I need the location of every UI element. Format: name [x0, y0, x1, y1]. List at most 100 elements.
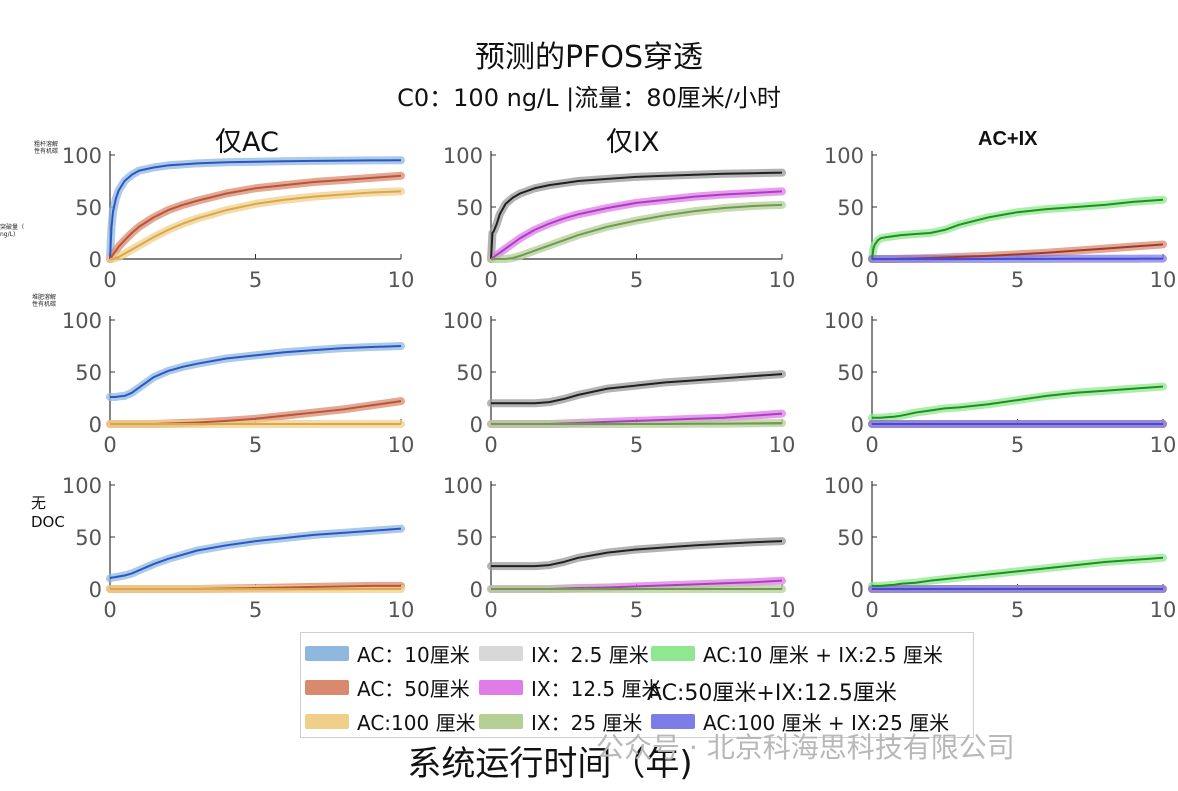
- panel-r0c0-series-2-band: [106, 187, 405, 263]
- panel-r1c1-x-tick-label: 0: [484, 433, 497, 457]
- panel-r1c1-y-tick-label: 0: [470, 413, 483, 437]
- legend-label: AC:100 厘米 + IX:25 厘米: [703, 711, 950, 735]
- panel-r2c2-y-tick-label: 50: [837, 526, 864, 550]
- panel-r2c1-x-tick-label: 0: [484, 598, 497, 622]
- panel-r2c0-y-tick-label: 50: [75, 526, 102, 550]
- panel-r1c2-y-tick-label: 0: [851, 413, 864, 437]
- column-title-ac-plus-ix: AC+IX: [978, 128, 1038, 150]
- legend-item-ix-25: IX：25 厘米: [479, 707, 642, 736]
- panel-r2c0-x-tick-label: 5: [249, 598, 262, 622]
- panel-r2c0-series-0-band: [106, 524, 405, 583]
- legend-swatch: [651, 714, 695, 729]
- x-axis-label: 系统运行时间（年): [407, 744, 693, 784]
- panel-r0c0-series-1-line: [109, 174, 402, 260]
- panel-r1c2-x-tick-label: 5: [1011, 433, 1024, 457]
- panel-r0c2-y-tick-label: 50: [837, 196, 864, 220]
- panel-r2c2-series-0-line: [872, 556, 1164, 587]
- panel-r1c1-series-2-line: [491, 421, 783, 425]
- legend-label: IX：2.5 厘米: [531, 643, 649, 667]
- panel-r2c2-x-tick-label: 5: [1011, 598, 1024, 622]
- panel-r1c0-y-tick-label: 50: [75, 361, 102, 385]
- panel-r0c0-x-tick-label: 5: [249, 268, 262, 292]
- legend-label: AC:10 厘米 + IX:2.5 厘米: [703, 643, 943, 667]
- panel-r0c1-x-tick-label: 0: [484, 268, 497, 292]
- panel-r0c0-y-tick-label: 0: [89, 248, 102, 272]
- panel-r2c1-series-0-band: [487, 537, 786, 571]
- panel-r1c1-y-tick-label: 50: [456, 361, 483, 385]
- panel-r2c0-y-tick-label: 100: [62, 474, 102, 498]
- legend-label: AC:50厘米+IX:12.5厘米: [647, 681, 897, 706]
- panel-r2c2-y-tick-label: 0: [851, 578, 864, 602]
- legend-swatch: [305, 680, 349, 695]
- panel-r1c1-x-tick-label: 10: [769, 433, 796, 457]
- panel-r0c0-y-tick-label: 100: [62, 144, 102, 168]
- panel-r2c0-series-0-line: [109, 527, 402, 580]
- legend-item-ac100-ix25: AC:100 厘米 + IX:25 厘米: [651, 707, 949, 736]
- panel-r0c2-x-tick-label: 5: [1011, 268, 1024, 292]
- panel-r0c1-series-1-line: [490, 190, 783, 260]
- panel-r0c0-series-0-line: [109, 159, 402, 260]
- panel-r2c2-x-tick-label: 10: [1150, 598, 1177, 622]
- panel-r2c1-series-0-line: [491, 540, 783, 568]
- column-title-ix-only: 仅IX: [606, 127, 660, 158]
- legend-item-ix-12-5: IX：12.5 厘米: [479, 673, 662, 702]
- panel-r1c0-series-0-line: [110, 345, 402, 398]
- chart-title: 预测的PFOS穿透: [474, 40, 703, 75]
- legend-item-ix-2-5: IX：2.5 厘米: [479, 639, 649, 668]
- panel-r0c1-series-0-line: [490, 171, 783, 260]
- panel-r2c2-y-tick-label: 100: [824, 474, 864, 498]
- panel-r1c2-series-0-line: [872, 385, 1164, 419]
- legend-swatch: [479, 680, 523, 695]
- panel-r0c0-x-tick-label: 10: [388, 268, 415, 292]
- panel-r2c2-x-tick-label: 0: [865, 598, 878, 622]
- legend-item-ac-10: AC：10厘米: [305, 639, 470, 668]
- panel-r2c1-y-tick-label: 100: [443, 474, 483, 498]
- panel-r2c1-y-tick-label: 50: [456, 526, 483, 550]
- panel-r2c0-x-tick-label: 0: [103, 598, 116, 622]
- legend: AC：10厘米 AC：50厘米 AC:100 厘米 IX：2.5 厘米 IX：1…: [300, 632, 974, 738]
- row-note-coarse-doc: 粗杆溶解 性有机碳: [34, 141, 59, 155]
- legend-label: AC：50厘米: [357, 677, 470, 701]
- panel-r0c1-y-tick-label: 0: [470, 248, 483, 272]
- panel-r0c0-y-tick-label: 50: [75, 196, 102, 220]
- panel-r0c1-series-0-band: [487, 168, 786, 263]
- panel-r0c1-y-tick-label: 50: [456, 196, 483, 220]
- panel-r1c2-y-tick-label: 100: [824, 309, 864, 333]
- panel-r1c0-x-tick-label: 10: [388, 433, 415, 457]
- legend-item-ac-50: AC：50厘米: [305, 673, 470, 702]
- legend-label: IX：25 厘米: [531, 711, 643, 735]
- panel-r1c0-x-tick-label: 0: [103, 433, 116, 457]
- panel-r0c2-x-tick-label: 10: [1150, 268, 1177, 292]
- panel-r1c2-y-tick-label: 50: [837, 361, 864, 385]
- panel-r1c0-series-0-band: [106, 342, 405, 401]
- legend-item-ac10-ix2-5: AC:10 厘米 + IX:2.5 厘米: [651, 639, 943, 668]
- panel-r0c2-y-tick-label: 100: [824, 144, 864, 168]
- legend-item-ac-100: AC:100 厘米: [305, 707, 476, 736]
- chart-subtitle: C0：100 ng/L |流量：80厘米/小时: [397, 84, 781, 112]
- panel-r2c0-y-tick-label: 0: [89, 578, 102, 602]
- panel-r2c0-x-tick-label: 10: [388, 598, 415, 622]
- panel-r1c2-x-tick-label: 0: [865, 433, 878, 457]
- legend-swatch: [305, 646, 349, 661]
- panel-r0c0-x-tick-label: 0: [103, 268, 116, 292]
- panel-r2c1-y-tick-label: 0: [470, 578, 483, 602]
- panel-r2c1-x-tick-label: 10: [769, 598, 796, 622]
- column-title-ac-only: 仅AC: [215, 127, 279, 158]
- panel-r1c2-x-tick-label: 10: [1150, 433, 1177, 457]
- panel-r0c2-x-tick-label: 0: [865, 268, 878, 292]
- panel-r1c1-series-0-line: [491, 373, 783, 405]
- legend-swatch: [479, 646, 523, 661]
- legend-swatch: [479, 714, 523, 729]
- panel-r0c1-x-tick-label: 5: [630, 268, 643, 292]
- legend-swatch: [305, 714, 349, 729]
- panel-r1c0-y-tick-label: 100: [62, 309, 102, 333]
- row-note-breakthrough: 突破量（ ng/L): [0, 224, 25, 238]
- legend-swatch: [651, 646, 695, 661]
- legend-label: IX：12.5 厘米: [531, 677, 662, 701]
- panel-r0c1-series-2-line: [491, 203, 783, 260]
- legend-label: AC:100 厘米: [357, 711, 476, 735]
- panel-r0c2-series-0-line: [871, 198, 1164, 260]
- panel-r1c0-y-tick-label: 0: [89, 413, 102, 437]
